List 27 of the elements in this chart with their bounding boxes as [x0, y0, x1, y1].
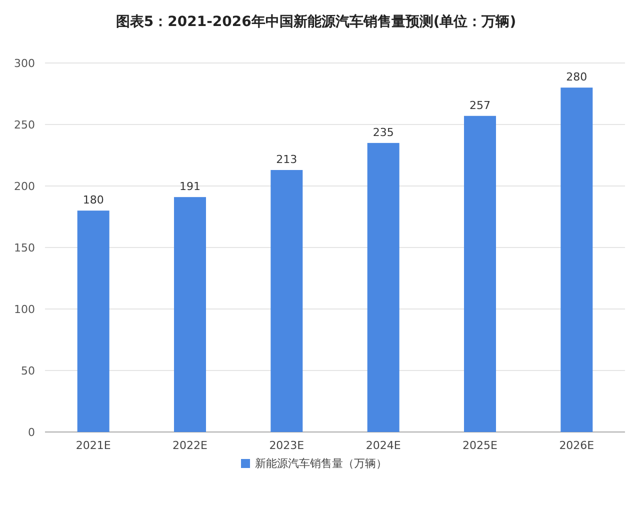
bar [464, 116, 496, 432]
x-tick-label: 2023E [269, 439, 304, 452]
x-tick-label: 2026E [559, 439, 594, 452]
bar [367, 142, 400, 432]
data-label: 213 [276, 153, 298, 166]
bar [270, 170, 303, 432]
chart-title: 图表5：2021-2026年中国新能源汽车销售量预测(单位：万辆) [116, 13, 516, 30]
y-tick-label: 250 [14, 118, 35, 132]
x-tick-label: 2021E [76, 439, 111, 452]
bar [77, 210, 110, 432]
y-tick-label: 50 [21, 364, 35, 378]
bar [560, 88, 593, 432]
data-label: 235 [372, 126, 394, 139]
x-tick-label: 2024E [366, 439, 401, 452]
y-tick-label: 300 [14, 57, 35, 70]
data-label: 280 [566, 70, 588, 84]
bar [174, 197, 206, 432]
y-tick-label: 100 [14, 303, 35, 316]
x-tick-label: 2025E [462, 439, 498, 452]
y-tick-label: 200 [14, 180, 35, 193]
legend-label: 新能源汽车销售量（万辆） [255, 457, 387, 470]
data-label: 257 [470, 98, 490, 112]
data-label: 191 [180, 180, 200, 194]
y-tick-label: 150 [14, 242, 35, 254]
x-tick-label: 2022E [172, 439, 208, 452]
y-tick-label: 0 [28, 426, 35, 439]
data-label: 180 [82, 194, 104, 207]
